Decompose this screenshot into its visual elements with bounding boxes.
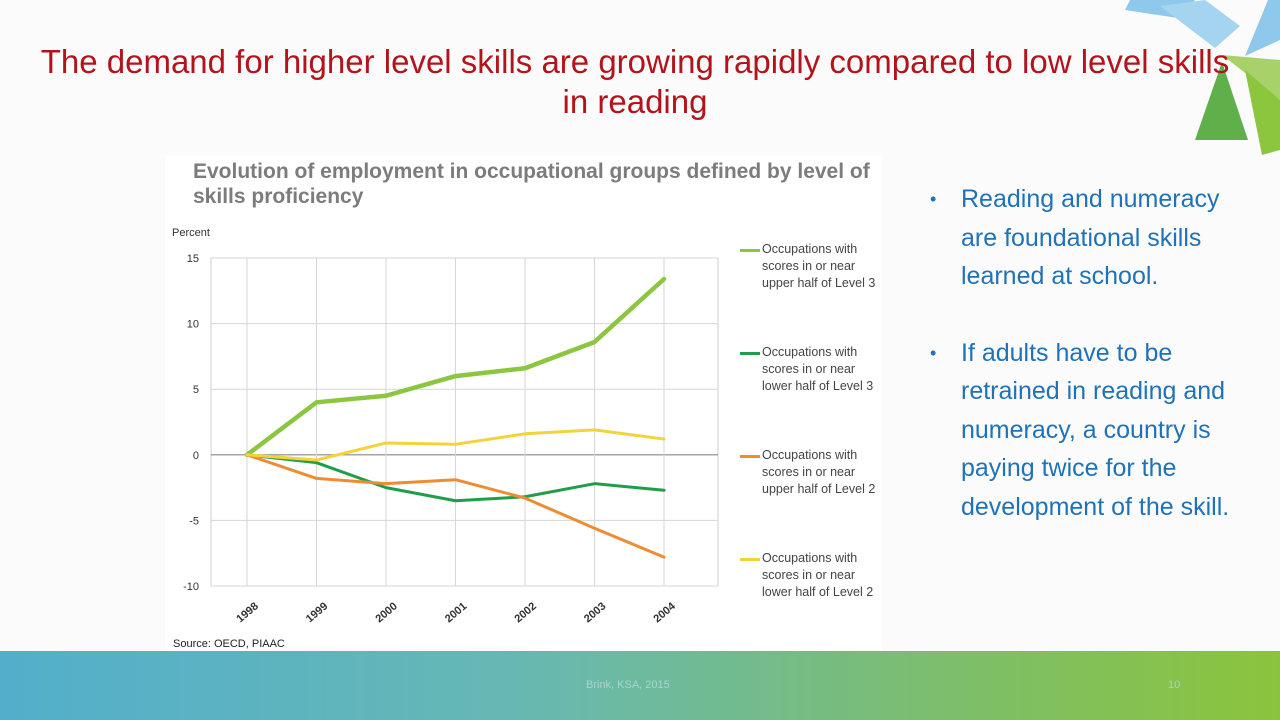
bullet-text: Reading and numeracy are foundational sk… xyxy=(961,185,1220,290)
x-tick-label: 2001 xyxy=(443,600,469,625)
legend-swatch xyxy=(740,455,760,458)
deco-shard-blue-2 xyxy=(1160,0,1240,48)
deco-shard-green xyxy=(1245,70,1280,155)
y-tick-label: 0 xyxy=(193,450,199,462)
footer-credit: Brink, KSA, 2015 xyxy=(586,679,670,691)
deco-shard-darkgreen xyxy=(1195,62,1248,140)
y-tick-label: 5 xyxy=(193,384,199,396)
bullet-dot-icon: • xyxy=(930,189,937,209)
x-tick-label: 2002 xyxy=(512,600,538,625)
chart-image: Evolution of employment in occupational … xyxy=(165,155,882,655)
legend-swatch xyxy=(740,558,760,561)
legend-swatch xyxy=(740,249,760,252)
bullet-list: • Reading and numeracy are foundational s… xyxy=(928,180,1238,564)
footer-bar xyxy=(0,651,1280,720)
x-tick-label: 2004 xyxy=(651,600,678,625)
legend-label: Occupations with scores in or near upper… xyxy=(762,448,876,496)
x-tick-label: 1999 xyxy=(304,600,330,625)
page-number: 10 xyxy=(1168,679,1181,691)
x-tick-label: 2000 xyxy=(373,600,399,625)
y-tick-label: 15 xyxy=(187,253,199,265)
x-tick-label: 1998 xyxy=(234,600,260,625)
y-axis-label: Percent xyxy=(172,227,210,239)
slide-title: The demand for higher level skills are g… xyxy=(40,43,1230,120)
bullet-item: • Reading and numeracy are foundational s… xyxy=(928,180,1238,296)
chart-title: Evolution of employment in occupational … xyxy=(193,160,870,208)
y-tick-label: -10 xyxy=(183,581,199,593)
legend-label: Occupations with scores in or near upper… xyxy=(762,242,876,290)
y-tick-label: -5 xyxy=(189,515,199,527)
bullet-item: • If adults have to be retrained in readi… xyxy=(928,334,1238,527)
legend-label: Occupations with scores in or near lower… xyxy=(762,345,874,393)
x-tick-label: 2003 xyxy=(582,600,608,625)
deco-shard-blue-3 xyxy=(1245,0,1280,56)
legend-label: Occupations with scores in or near lower… xyxy=(762,551,874,599)
bullet-dot-icon: • xyxy=(930,342,937,363)
line-chart: 15 10 5 0 -5 -10 1998 1999 2000 2001 2002 2003 2004 xyxy=(183,253,719,625)
source-note: Source: OECD, PIAAC xyxy=(173,638,285,650)
y-tick-label: 10 xyxy=(187,319,199,331)
legend-swatch xyxy=(740,352,760,355)
bullet-text: If adults have to be retrained in readin… xyxy=(961,338,1230,521)
